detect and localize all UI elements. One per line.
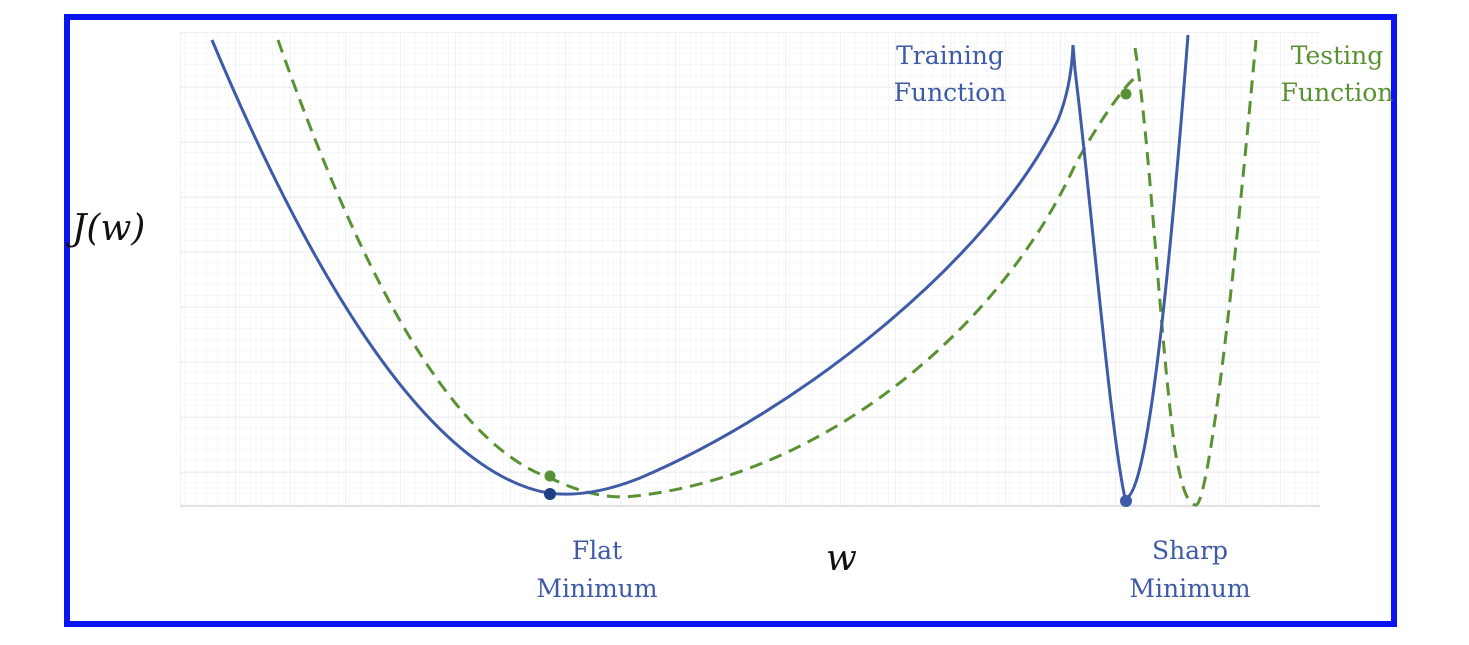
testing-curve-sharp bbox=[1133, 39, 1258, 507]
sharp-minimum-line1: Sharp bbox=[1152, 536, 1228, 565]
grid-background bbox=[180, 32, 1320, 506]
flat-minimum-line1: Flat bbox=[572, 536, 622, 565]
testing-legend-line1: Testing bbox=[1291, 41, 1384, 70]
x-axis-label: w bbox=[826, 538, 857, 579]
training-sharp-point bbox=[1120, 495, 1132, 507]
sharp-minimum-line2: Minimum bbox=[1129, 574, 1250, 603]
training-legend-line2: Function bbox=[894, 78, 1007, 107]
testing-sharp-point bbox=[1120, 88, 1132, 100]
training-legend-line1: Training bbox=[896, 41, 1004, 70]
testing-flat-point bbox=[544, 470, 556, 482]
y-axis-label: J(w) bbox=[65, 208, 145, 249]
testing-curve-left bbox=[276, 39, 1136, 499]
training-curve bbox=[210, 34, 1190, 500]
testing-legend-line2: Function bbox=[1281, 78, 1394, 107]
training-flat-point bbox=[544, 488, 556, 500]
flat-minimum-line2: Minimum bbox=[536, 574, 657, 603]
